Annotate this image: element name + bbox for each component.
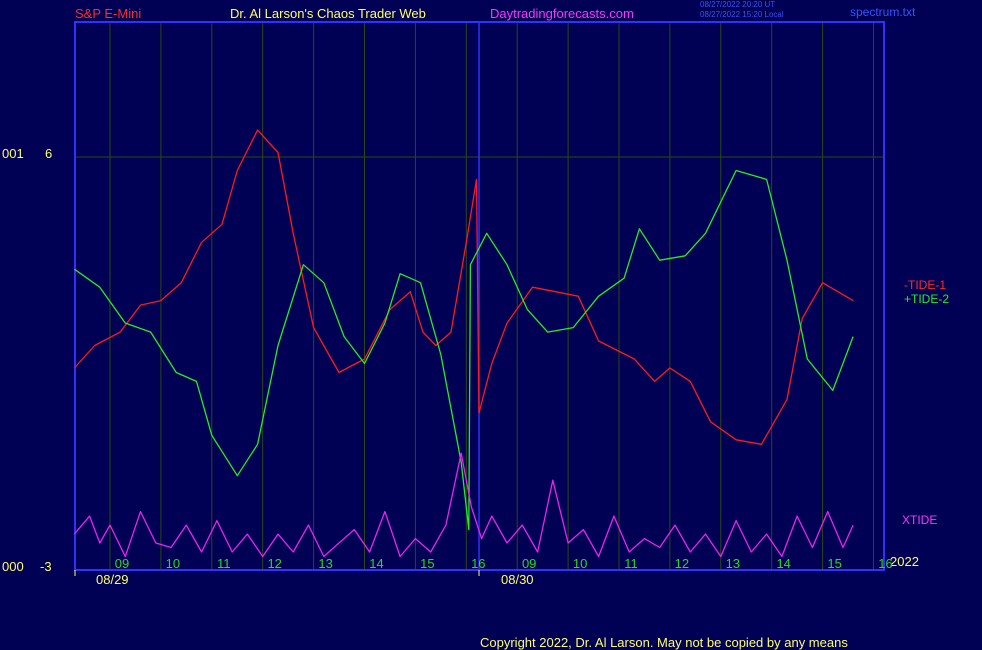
- frame-layer: [74, 21, 885, 576]
- hour-tick-label: 10: [166, 556, 180, 571]
- hour-tick-label: 16: [878, 556, 892, 571]
- grid-layer: [75, 22, 884, 570]
- hour-tick-label: 11: [217, 556, 231, 571]
- data-file-name: spectrum.txt: [850, 5, 916, 19]
- hour-tick-label: 12: [675, 556, 689, 571]
- series-layer: [73, 129, 854, 558]
- y-top-value: 6: [45, 146, 53, 161]
- hour-tick-label: 11: [624, 556, 638, 571]
- year-label: 2022: [890, 554, 919, 569]
- legend-tide2: +TIDE-2: [904, 292, 950, 306]
- hour-tick-label: 13: [318, 556, 332, 571]
- timestamp-ut: 08/27/2022 20:20 UT: [700, 0, 776, 9]
- hour-tick-label: 15: [827, 556, 841, 571]
- label-layer: 09 10 11 12 13 14 15 16 09 10 11 12 13 14 15 16: [115, 556, 893, 571]
- series-line-2: [73, 452, 854, 558]
- series-line-1: [74, 169, 854, 531]
- hour-tick-label: 14: [776, 556, 790, 571]
- hour-tick-label: 12: [267, 556, 281, 571]
- y-bottom-prefix: 000: [2, 559, 24, 574]
- timestamp-local: 08/27/2022 15:20 Local: [700, 10, 784, 19]
- hour-tick-label: 09: [522, 556, 536, 571]
- hour-tick-label: 13: [726, 556, 740, 571]
- date-label-1: 08/29: [96, 572, 129, 587]
- legend-tide1: -TIDE-1: [904, 278, 946, 292]
- hour-tick-label: 15: [420, 556, 434, 571]
- legend-xtide: XTIDE: [902, 513, 938, 527]
- date-label-2: 08/30: [501, 572, 534, 587]
- series-line-0: [73, 129, 854, 445]
- hour-tick-label: 10: [573, 556, 587, 571]
- hour-tick-label: 14: [369, 556, 383, 571]
- y-top-prefix: 001: [2, 146, 24, 161]
- copyright-notice: Copyright 2022, Dr. Al Larson. May not b…: [480, 635, 848, 650]
- y-bottom-value: -3: [40, 559, 52, 574]
- site-link[interactable]: Daytradingforecasts.com: [490, 6, 634, 21]
- symbol-title: S&P E-Mini: [75, 6, 142, 21]
- hour-tick-label: 16: [471, 556, 485, 571]
- author-title: Dr. Al Larson's Chaos Trader Web: [230, 6, 426, 21]
- hour-tick-label: 09: [115, 556, 129, 571]
